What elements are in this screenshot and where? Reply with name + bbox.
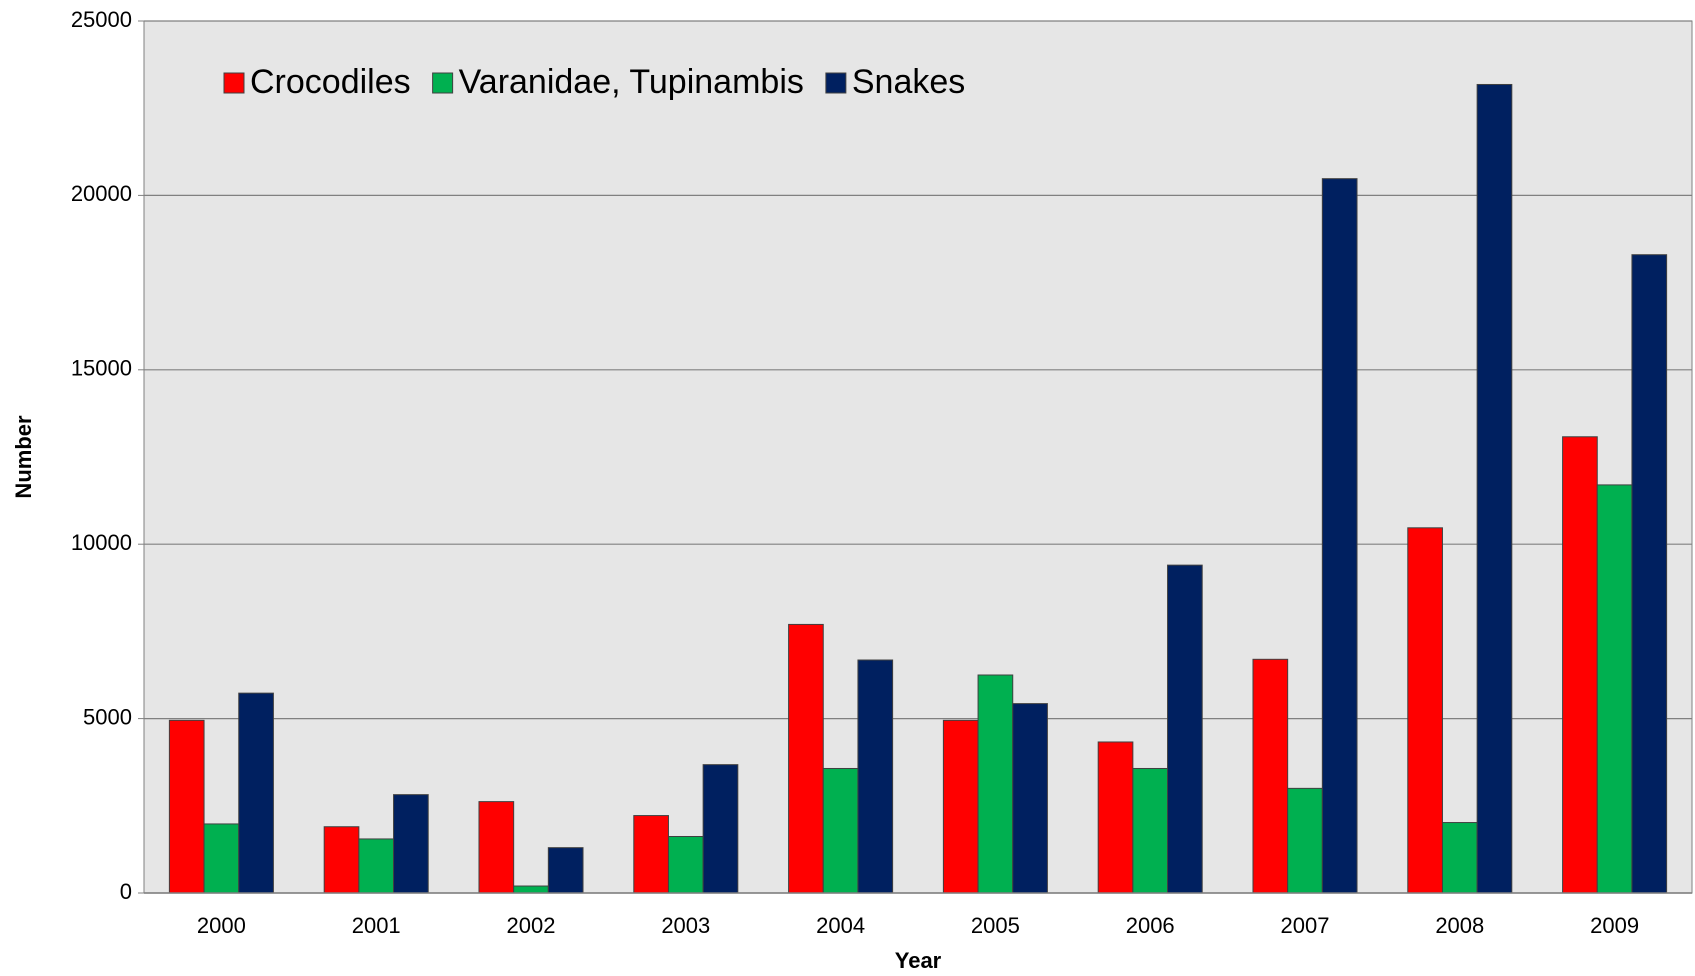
bar [358, 838, 395, 894]
bar [393, 794, 429, 894]
x-tick-label: 2005 [971, 913, 1020, 938]
bar [1132, 767, 1169, 894]
legend-text: Varanidae, Tupinambis [459, 63, 804, 101]
y-tick-label: 0 [120, 879, 132, 904]
bar [1441, 822, 1478, 894]
legend-swatch [432, 72, 454, 94]
bar [702, 764, 739, 894]
bar [822, 767, 859, 894]
x-tick-label: 2000 [197, 913, 246, 938]
bar [1012, 703, 1048, 894]
bar [1407, 527, 1443, 894]
bar [547, 847, 584, 894]
legend-swatch [223, 72, 245, 94]
bar [168, 719, 205, 894]
bar [1596, 484, 1633, 894]
y-tick-label: 15000 [71, 356, 132, 381]
bar [633, 815, 669, 894]
x-tick-label: 2008 [1435, 913, 1484, 938]
bar [478, 801, 515, 894]
bar [857, 659, 894, 894]
bar [323, 826, 360, 894]
bar [942, 719, 979, 894]
bar [1631, 254, 1668, 894]
bar [1167, 564, 1203, 894]
legend-text: Crocodiles [250, 63, 411, 101]
bar [1476, 83, 1513, 894]
bar [1097, 741, 1134, 894]
bar [788, 623, 824, 894]
y-tick-label: 20000 [71, 181, 132, 206]
bar [238, 692, 274, 894]
bar [1287, 787, 1323, 894]
x-tick-label: 2001 [352, 913, 401, 938]
x-tick-label: 2006 [1126, 913, 1175, 938]
bar [977, 674, 1014, 894]
x-tick-label: 2002 [507, 913, 556, 938]
x-tick-label: 2004 [816, 913, 865, 938]
y-axis-title: Number [11, 415, 36, 499]
bar [1252, 658, 1289, 894]
bar [1562, 436, 1598, 894]
x-tick-label: 2007 [1281, 913, 1330, 938]
x-axis-title: Year [895, 948, 942, 973]
legend-text: Snakes [852, 63, 965, 101]
y-tick-label: 10000 [71, 530, 132, 555]
plot-area [143, 20, 1693, 894]
bar [513, 885, 549, 894]
x-tick-label: 2009 [1590, 913, 1639, 938]
bar [1321, 178, 1358, 894]
x-tick-label: 2003 [661, 913, 710, 938]
bar [203, 823, 240, 894]
legend-swatch [825, 72, 847, 94]
y-tick-label: 25000 [71, 7, 132, 32]
y-tick-label: 5000 [83, 704, 132, 729]
bar [667, 835, 704, 894]
